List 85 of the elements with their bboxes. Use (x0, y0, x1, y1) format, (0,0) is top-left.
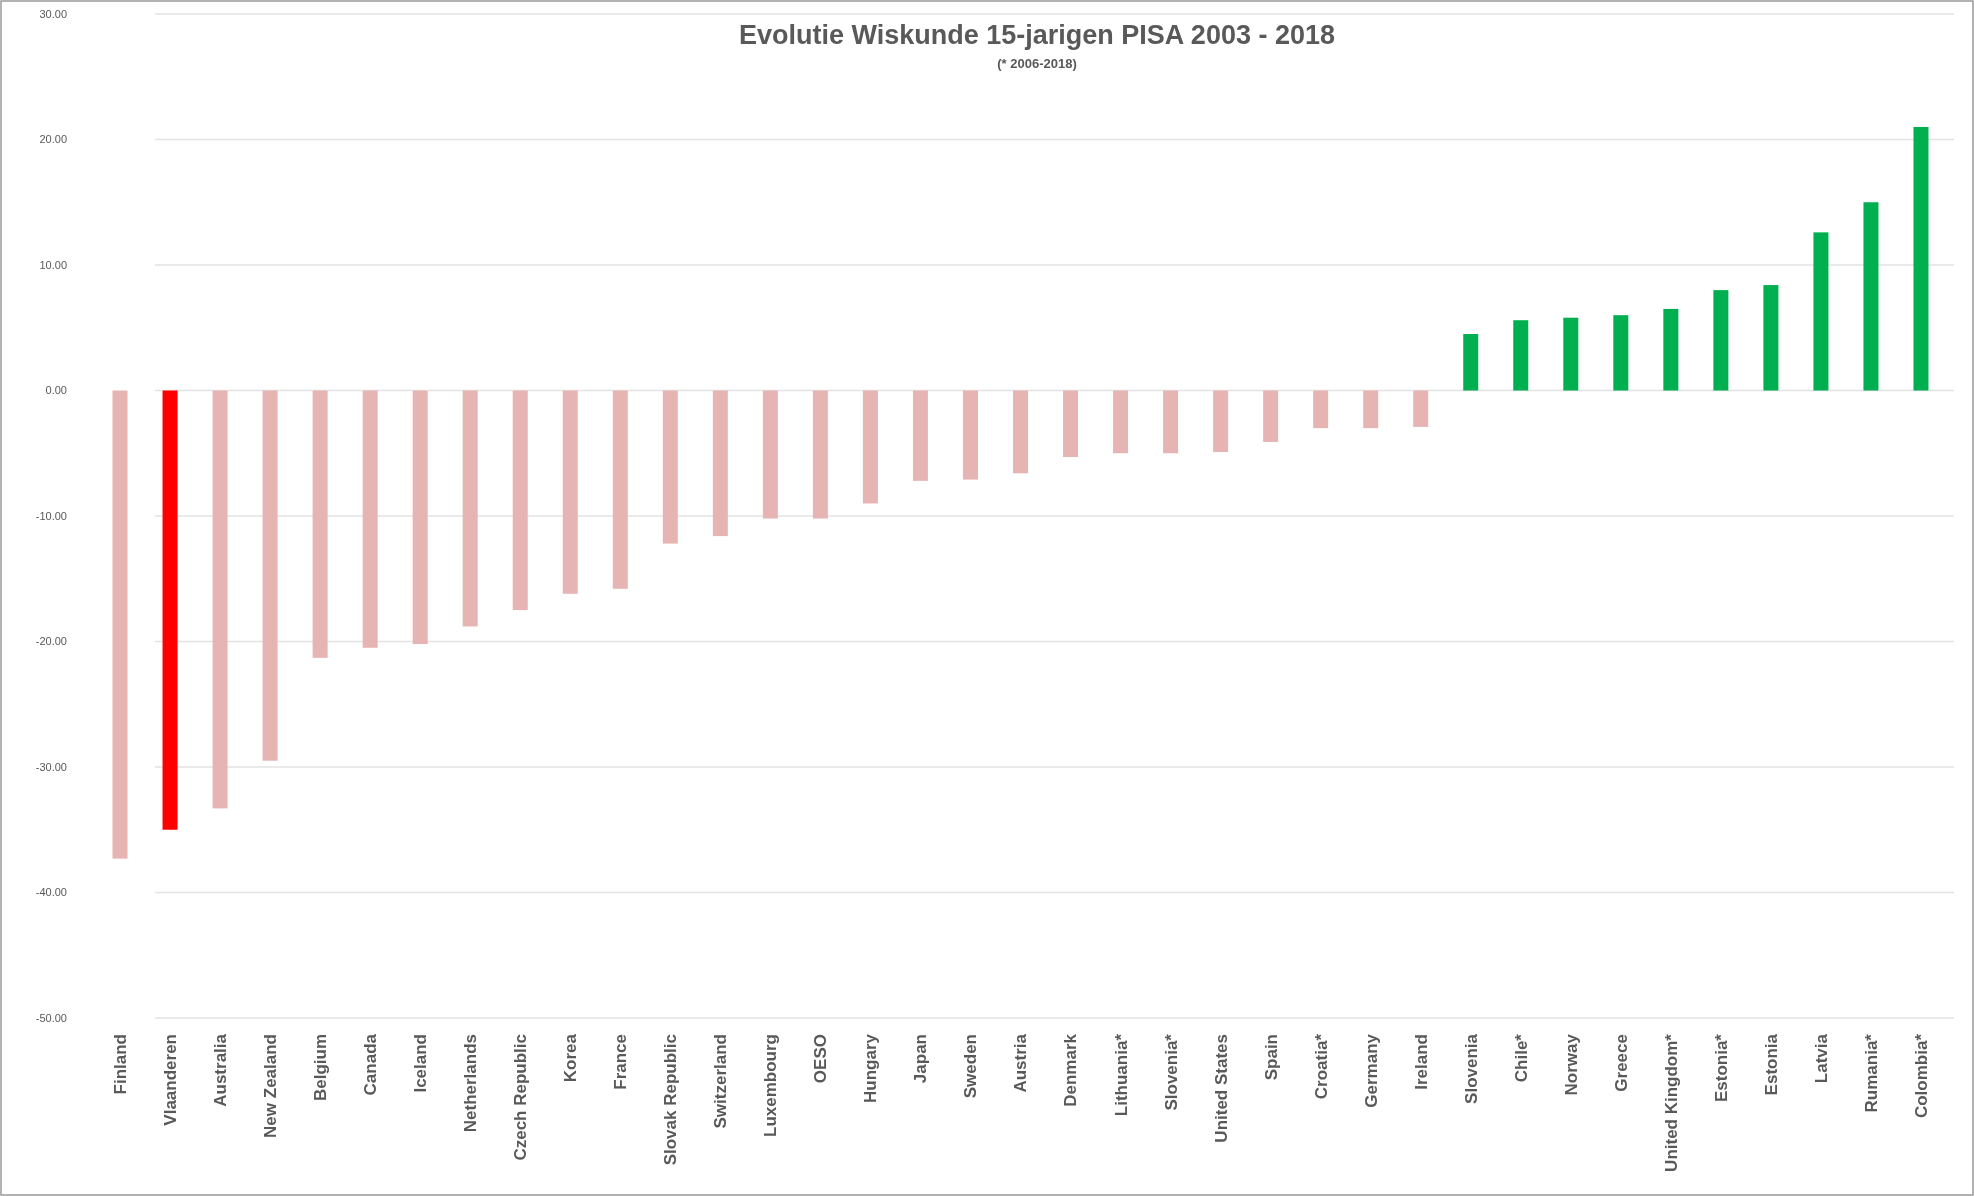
bar (1413, 390, 1429, 427)
chart-title: Evolutie Wiskunde 15-jarigen PISA 2003 - 2018 (739, 20, 1335, 50)
x-tick-label: Vlaanderen (160, 1034, 180, 1126)
bar (712, 390, 728, 537)
x-tick-label: Sweden (961, 1034, 981, 1099)
x-tick-label: Chile* (1511, 1033, 1531, 1083)
bar (1613, 315, 1629, 391)
bar (1513, 320, 1529, 391)
y-tick-label: -10.00 (35, 509, 67, 522)
bar (1563, 317, 1579, 391)
bar (162, 390, 178, 830)
bar (512, 390, 528, 611)
x-tick-label: France (611, 1034, 631, 1090)
bar (912, 390, 928, 481)
bar (862, 390, 878, 504)
x-tick-label: Ireland (1411, 1034, 1431, 1090)
bar (1913, 126, 1929, 391)
bar (112, 390, 128, 859)
y-tick-label: 10.00 (39, 258, 67, 271)
x-tick-label: Lithuania* (1111, 1033, 1131, 1117)
x-tick-label: Luxembourg (761, 1034, 781, 1137)
x-tick-label: Belgium (311, 1034, 331, 1102)
x-tick-label: Hungary (861, 1033, 881, 1103)
bar (562, 390, 578, 594)
x-tick-label: Japan (911, 1034, 931, 1084)
x-tick-label: OESO (811, 1034, 831, 1084)
x-tick-label: Germany (1361, 1033, 1381, 1108)
bar (212, 390, 228, 809)
x-tick-label: Slovenia* (1161, 1033, 1181, 1111)
bar (1863, 202, 1879, 391)
x-tick-label: Estonia (1761, 1033, 1781, 1096)
bar (462, 390, 478, 627)
bar (1313, 390, 1329, 429)
bar (1763, 285, 1779, 391)
y-tick-label: -50.00 (35, 1011, 67, 1024)
x-tick-label: Iceland (411, 1034, 431, 1093)
bar (1363, 390, 1379, 429)
x-tick-label: Slovak Republic (661, 1034, 681, 1166)
bar (1713, 290, 1729, 391)
x-tick-label: Czech Republic (511, 1034, 531, 1161)
bar (1163, 390, 1179, 454)
bar (362, 390, 378, 648)
x-tick-label: Croatia* (1311, 1033, 1331, 1100)
x-tick-label: Norway (1561, 1033, 1581, 1096)
text: (* 2006-2018) (997, 56, 1077, 71)
bar (412, 390, 428, 645)
x-tick-label: Denmark (1061, 1033, 1081, 1107)
y-tick-label: -30.00 (35, 760, 67, 773)
x-tick-label: Korea (561, 1033, 581, 1083)
x-tick-label: Austria (1011, 1033, 1031, 1093)
x-tick-label: Rumania* (1861, 1033, 1881, 1113)
bar (312, 390, 328, 658)
bar (1013, 390, 1029, 474)
x-tick-label: Netherlands (461, 1034, 481, 1133)
bar (962, 390, 978, 480)
x-tick-label: United States (1211, 1034, 1231, 1143)
x-tick-label: Estonia* (1711, 1033, 1731, 1103)
x-tick-label: Latvia (1811, 1033, 1831, 1084)
x-tick-label: Spain (1261, 1034, 1281, 1081)
bar (1213, 390, 1229, 452)
bar (1463, 334, 1479, 391)
x-tick-label: Finland (110, 1034, 130, 1095)
bar (762, 390, 778, 519)
bar (1813, 232, 1829, 391)
x-tick-label: Slovenia (1461, 1033, 1481, 1104)
y-tick-label: -40.00 (35, 886, 67, 899)
bar (662, 390, 678, 544)
bar (1663, 308, 1679, 391)
x-tick-label: New Zealand (261, 1034, 281, 1138)
x-tick-label: Colombia* (1911, 1033, 1931, 1119)
y-tick-label: 30.00 (39, 7, 67, 20)
bar (1263, 390, 1279, 442)
x-tick-label: Greece (1611, 1034, 1631, 1092)
bar (1063, 390, 1079, 458)
x-tick-label: Switzerland (711, 1034, 731, 1129)
x-tick-label: United Kingdom* (1661, 1033, 1681, 1172)
x-tick-label: Canada (361, 1033, 381, 1096)
bar (262, 390, 278, 761)
y-tick-label: 0.00 (45, 384, 67, 397)
x-tick-label: Australia (211, 1033, 231, 1107)
y-tick-label: -20.00 (35, 635, 67, 648)
bar (812, 390, 828, 519)
bar (612, 390, 628, 589)
y-tick-label: 20.00 (39, 133, 67, 146)
bar (1113, 390, 1129, 454)
